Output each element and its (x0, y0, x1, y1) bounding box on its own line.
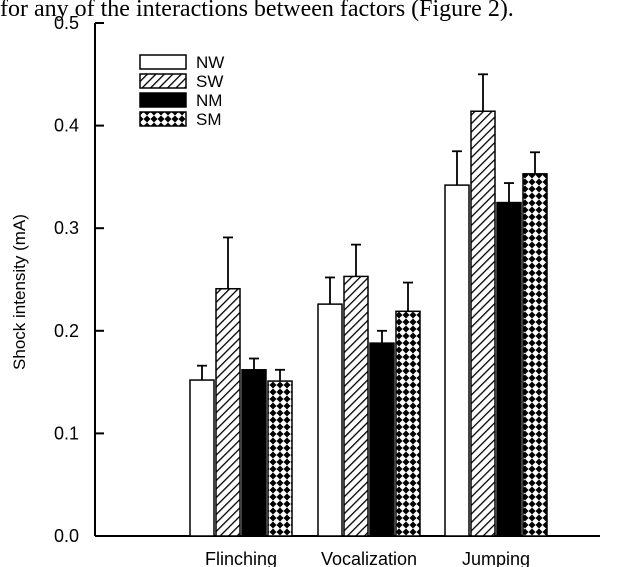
bar-nm-jumping (496, 201, 522, 537)
x-tick-label: Flinching (205, 549, 277, 567)
x-tick-label: Jumping (462, 549, 530, 567)
legend-label-nm: NM (196, 91, 222, 110)
y-tick-label: 0.5 (54, 13, 79, 33)
axes: 0.0 0.1 0.2 0.3 0.4 0.5 Flinching Vocalization J… (54, 13, 600, 567)
bar-sm-flinching (267, 380, 293, 537)
y-tick-label: 0.1 (54, 423, 79, 443)
caption-text: for any of the interactions between fact… (0, 0, 514, 22)
bar-nw-jumping (444, 184, 470, 537)
bar-nw-flinching (189, 379, 215, 537)
bar-sw-jumping (470, 110, 496, 537)
bar-sm-jumping (522, 173, 548, 537)
y-tick-label: 0.2 (54, 321, 79, 341)
legend-label-nw: NW (196, 53, 224, 72)
x-tick-label: Vocalization (321, 549, 417, 567)
bar-nm-vocalization (369, 342, 395, 537)
legend-label-sm: SM (196, 110, 222, 129)
y-axis-title: Shock intensity (mA) (10, 214, 29, 370)
bar-nw-vocalization (317, 303, 343, 537)
bar-nm-flinching (241, 369, 267, 537)
legend-swatch-nm (139, 92, 187, 108)
bar-sm-vocalization (395, 310, 421, 537)
y-tick-label: 0.3 (54, 218, 79, 238)
bar-sw-flinching (215, 287, 241, 537)
legend-swatch-nw (139, 54, 187, 70)
y-tick-label: 0.4 (54, 116, 79, 136)
legend-swatch-sw (139, 73, 187, 89)
y-tick-label: 0.0 (54, 526, 79, 546)
legend-swatch-sm (139, 111, 187, 127)
error-bars (197, 73, 540, 382)
legend-label-sw: SW (196, 72, 223, 91)
bars (189, 110, 548, 537)
bar-sw-vocalization (343, 275, 369, 537)
